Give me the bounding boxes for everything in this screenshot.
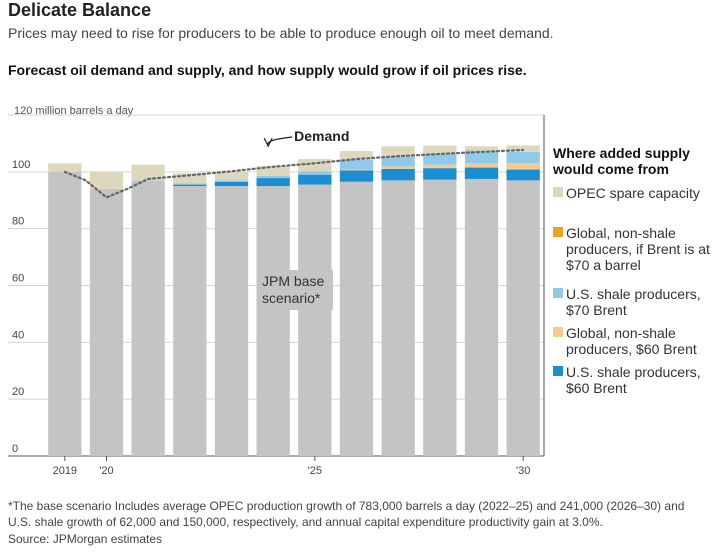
bar-segment-opec xyxy=(339,151,374,160)
legend-label-global60: Global, non-shale producers, $60 Brent xyxy=(566,325,697,357)
demand-line xyxy=(63,148,525,199)
chart-title: Delicate Balance xyxy=(8,0,152,20)
y-tick-label: 0 xyxy=(12,443,18,455)
y-tick-label: 60 xyxy=(12,273,24,285)
legend-swatch-global70 xyxy=(553,227,563,237)
bar-segment-base xyxy=(464,178,499,456)
bar-segment-shale60 xyxy=(256,178,290,187)
bar-segment-shale60 xyxy=(506,169,540,181)
bar-segment-opec xyxy=(131,164,165,181)
bar-segment-base xyxy=(423,179,457,456)
chart-heading: Forecast oil demand and supply, and how … xyxy=(8,62,527,78)
bar-segment-opec xyxy=(423,145,457,154)
legend-label-shale60: U.S. shale producers, $60 Brent xyxy=(566,364,701,396)
bar-segment-base xyxy=(131,180,165,456)
legend-swatch-shale70 xyxy=(553,288,563,298)
bar-segment-global60 xyxy=(381,166,415,169)
bar-segment-global60 xyxy=(464,163,499,168)
bar-segment-opec xyxy=(464,146,499,151)
bar-segment-shale70 xyxy=(173,183,207,185)
legend-title: Where added supply would come from xyxy=(553,145,690,177)
legend-label-shale70: U.S. shale producers, $70 Brent xyxy=(566,286,701,318)
bar-segment-shale60 xyxy=(381,168,415,181)
bar-segment-base xyxy=(48,171,82,457)
bar-segment-shale60 xyxy=(298,174,332,185)
bar-segment-global60 xyxy=(423,164,457,169)
legend-swatch-shale60 xyxy=(553,366,563,376)
bar-segment-shale70 xyxy=(339,159,374,170)
bar-segment-shale60 xyxy=(173,184,207,187)
bar-segment-opec xyxy=(506,145,540,152)
bar-segment-shale70 xyxy=(298,171,332,175)
base-label-line: JPM base xyxy=(262,273,324,289)
bar-segment-opec xyxy=(381,146,415,157)
bar-segment-opec xyxy=(48,163,82,172)
legend-label-global70: Global, non-shale producers, if Brent is… xyxy=(566,225,710,273)
bar-segment-shale70 xyxy=(464,150,499,164)
chart-subtitle: Prices may need to rise for producers to… xyxy=(8,25,554,41)
base-label-background xyxy=(257,270,333,310)
bar-segment-shale60 xyxy=(214,181,249,187)
y-tick-label: 80 xyxy=(12,216,24,228)
y-tick-label: 100 xyxy=(12,159,30,171)
x-tick-label: '25 xyxy=(308,465,322,477)
bar-segment-shale70 xyxy=(381,156,415,167)
y-tick-label: 40 xyxy=(12,329,24,341)
bar-segment-shale60 xyxy=(423,168,457,180)
bar-segment-shale70 xyxy=(423,153,457,165)
bar-segment-shale70 xyxy=(256,175,290,179)
base-label-line: scenario* xyxy=(262,290,321,306)
bar-segment-opec xyxy=(89,171,124,189)
x-tick-label: 2019 xyxy=(53,465,77,477)
bar-segment-opec xyxy=(214,171,249,181)
bar-segment-base xyxy=(214,186,249,456)
source-note: Source: JPMorgan estimates xyxy=(8,532,163,546)
bar-segment-shale70 xyxy=(214,180,249,182)
bar-segment-opec xyxy=(256,166,290,176)
demand-arrow xyxy=(267,136,293,145)
bar-segment-shale60 xyxy=(464,167,499,179)
bar-segment-base xyxy=(173,186,207,456)
bar-segment-base xyxy=(381,180,415,456)
legend-swatch-global60 xyxy=(553,327,563,337)
legend-swatch-opec xyxy=(553,187,563,197)
bar-segment-base xyxy=(298,184,332,456)
bar-segment-global60 xyxy=(506,163,540,170)
bar-segment-base xyxy=(256,186,290,456)
x-tick-label: '30 xyxy=(516,465,530,477)
bar-segment-base xyxy=(339,181,374,456)
bar-segment-global60 xyxy=(339,169,374,171)
bar-segment-base xyxy=(89,188,124,456)
bar-segment-shale70 xyxy=(506,151,540,164)
legend-label-opec: OPEC spare capacity xyxy=(566,185,700,201)
x-tick-label: '20 xyxy=(99,465,113,477)
y-tick-label: 20 xyxy=(12,386,24,398)
bar-segment-opec xyxy=(173,173,207,184)
bar-segment-shale60 xyxy=(339,170,374,182)
demand-label: Demand xyxy=(294,128,349,144)
bar-segment-base xyxy=(506,180,540,456)
y-axis-unit-label: 120 million barrels a day xyxy=(14,105,134,117)
demand-arrowhead xyxy=(263,137,273,148)
footnote: *The base scenario Includes average OPEC… xyxy=(8,499,685,529)
